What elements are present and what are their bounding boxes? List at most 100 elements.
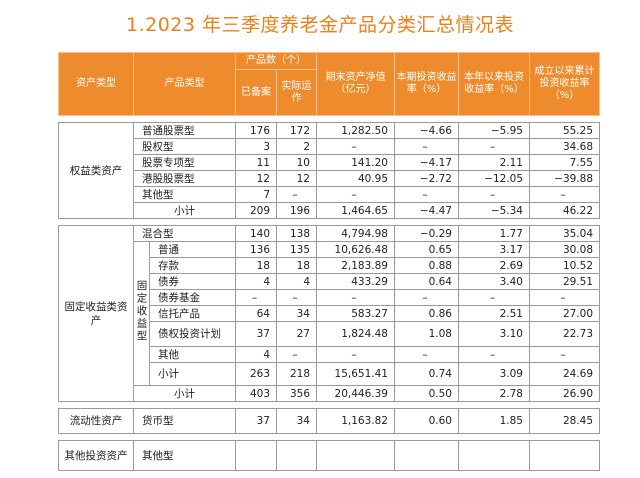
ytd-return: – — [458, 138, 530, 155]
product-name: 债券基金 — [149, 289, 236, 306]
operating-count: 4 — [276, 273, 317, 290]
operating-count: 34 — [276, 408, 317, 434]
header-nav: 期末资产净值（亿元） — [316, 52, 395, 116]
operating-count: 10 — [276, 154, 317, 171]
table-row: 固定收益型 普通 136 135 10,626.48 0.65 3.17 30.… — [59, 241, 600, 386]
period-return: – — [394, 186, 459, 203]
ytd-return: 2.78 — [458, 385, 530, 402]
period-return: – — [394, 289, 459, 306]
period-return: 0.74 — [394, 362, 459, 386]
ytd-return: 2.11 — [458, 154, 530, 171]
nav-value: 433.29 — [316, 273, 395, 290]
nav-value: – — [316, 138, 395, 155]
period-return: 0.64 — [394, 273, 459, 290]
ytd-return: – — [458, 346, 530, 363]
operating-count: 356 — [276, 385, 317, 402]
nav-value: 1,824.48 — [316, 321, 395, 347]
since-return: – — [529, 346, 600, 363]
filed-count: 176 — [235, 122, 277, 139]
subtotal-row: 小计 403 356 20,446.39 0.50 2.78 26.90 — [59, 385, 600, 402]
nav-value: 10,626.48 — [316, 241, 395, 258]
table-row: 债权投资计划 37 27 1,824.48 1.08 3.10 22.73 — [59, 321, 600, 347]
period-return: 0.86 — [394, 305, 459, 322]
ytd-return: – — [458, 186, 530, 203]
subcategory-fixed-income-type: 固定收益型 — [133, 241, 150, 386]
header-period-return: 本期投资收益率（%） — [394, 52, 459, 116]
header-filed: 已备案 — [235, 69, 277, 116]
operating-count: – — [276, 186, 317, 203]
since-return: 22.73 — [529, 321, 600, 347]
category-equity: 权益类资产 — [58, 122, 134, 219]
product-name: 其他型 — [133, 186, 236, 203]
page-title: 1.2023 年三季度养老金产品分类汇总情况表 — [125, 14, 515, 36]
period-return: – — [394, 346, 459, 363]
nav-value: 20,446.39 — [316, 385, 395, 402]
since-return — [529, 440, 600, 471]
since-return: 34.68 — [529, 138, 600, 155]
filed-count: 140 — [235, 225, 277, 242]
operating-count: 218 — [276, 362, 317, 386]
filed-count — [235, 440, 277, 471]
header-count: 产品数（个） — [235, 52, 317, 70]
ytd-return: 1.77 — [458, 225, 530, 242]
operating-count — [276, 440, 317, 471]
nav-value: 15,651.41 — [316, 362, 395, 386]
period-return: 0.50 — [394, 385, 459, 402]
ytd-return: – — [458, 289, 530, 306]
product-name: 债券 — [149, 273, 236, 290]
subtotal-label: 小计 — [149, 362, 236, 386]
since-return: 46.22 — [529, 202, 600, 219]
filed-count: 18 — [235, 257, 277, 274]
filed-count: 209 — [235, 202, 277, 219]
table-row: 股权型 3 2 – – – 34.68 — [59, 138, 600, 155]
period-return: −0.29 — [394, 225, 459, 242]
product-name: 普通股票型 — [133, 122, 236, 139]
period-return: −4.17 — [394, 154, 459, 171]
filed-count: 4 — [235, 346, 277, 363]
since-return: −39.88 — [529, 170, 600, 187]
filed-count: 4 — [235, 273, 277, 290]
nav-value: – — [316, 186, 395, 203]
subtotal-label: 小计 — [133, 385, 236, 402]
table-row: 其他投资资产 其他型 — [58, 440, 600, 471]
nav-value: 40.95 — [316, 170, 395, 187]
table-row: 权益类资产 普通股票型 176 172 1,282.50 −4.66 −5.95… — [58, 122, 600, 219]
since-return: 10.52 — [529, 257, 600, 274]
nav-value: – — [316, 289, 395, 306]
ytd-return: −5.95 — [458, 122, 530, 139]
table-row: 港股股票型 12 12 40.95 −2.72 −12.05 −39.88 — [59, 170, 600, 187]
table-row: 其他型 7 – – – – – — [59, 186, 600, 203]
category-liquidity: 流动性资产 — [58, 408, 134, 434]
ytd-return: 3.40 — [458, 273, 530, 290]
header-since-return: 成立以来累计投资收益率（%） — [529, 52, 600, 116]
operating-count: – — [276, 289, 317, 306]
nav-value: 1,282.50 — [316, 122, 395, 139]
table-header: 资产类型 产品类型 产品数（个） 期末资产净值（亿元） 本期投资收益率（%） 本… — [58, 52, 600, 116]
header-operating: 实际运作 — [276, 69, 317, 116]
operating-count: 18 — [276, 257, 317, 274]
nav-value: 2,183.89 — [316, 257, 395, 274]
period-return — [394, 440, 459, 471]
product-name: 普通 — [149, 241, 236, 258]
filed-count: 3 — [235, 138, 277, 155]
filed-count: 37 — [235, 321, 277, 347]
category-fixed-income: 固定收益类资产 — [58, 225, 134, 402]
product-name: 股权型 — [133, 138, 236, 155]
table-row: 债券基金 – – – – – – — [59, 289, 600, 306]
filed-count: – — [235, 289, 277, 306]
period-return: 0.60 — [394, 408, 459, 434]
filed-count: 12 — [235, 170, 277, 187]
since-return: 28.45 — [529, 408, 600, 434]
nav-value — [316, 440, 395, 471]
nav-value: 583.27 — [316, 305, 395, 322]
product-name: 存款 — [149, 257, 236, 274]
period-return: −4.66 — [394, 122, 459, 139]
filed-count: 263 — [235, 362, 277, 386]
filed-count: 136 — [235, 241, 277, 258]
filed-count: 7 — [235, 186, 277, 203]
product-name: 混合型 — [133, 225, 236, 242]
ytd-return: 2.51 — [458, 305, 530, 322]
header-asset-type: 资产类型 — [58, 52, 134, 116]
product-name: 货币型 — [133, 408, 236, 434]
since-return: 26.90 — [529, 385, 600, 402]
